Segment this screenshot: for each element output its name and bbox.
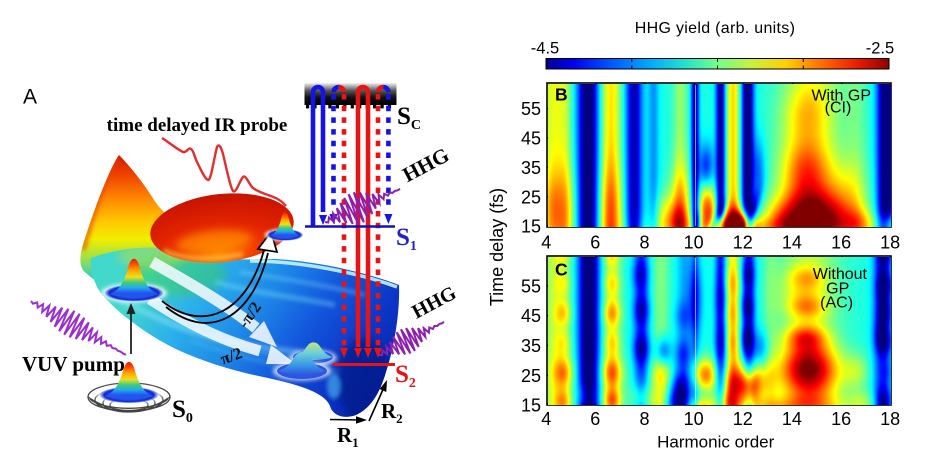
svg-text:S1: S1 [396,224,417,254]
svg-text:Without: Without [813,266,868,283]
svg-text:Time delay (fs): Time delay (fs) [487,188,507,306]
svg-text:8: 8 [639,409,649,429]
svg-text:HHG yield (arb. units): HHG yield (arb. units) [635,20,795,37]
svg-text:45: 45 [521,129,541,149]
svg-text:10: 10 [684,409,704,429]
svg-text:(CI): (CI) [825,100,852,117]
svg-text:8: 8 [639,233,649,253]
svg-text:(AC): (AC) [820,295,853,312]
svg-text:HHG: HHG [408,282,460,324]
svg-text:25: 25 [521,366,541,386]
svg-text:C: C [555,260,568,280]
svg-text:GP: GP [826,281,849,298]
svg-text:-4.5: -4.5 [531,40,559,58]
svg-text:A: A [23,86,37,109]
svg-text:15: 15 [521,396,541,416]
svg-text:25: 25 [521,187,541,207]
svg-text:16: 16 [831,409,851,429]
svg-text:4: 4 [541,233,551,253]
svg-text:55: 55 [521,276,541,296]
svg-text:14: 14 [782,233,802,253]
svg-text:B: B [555,85,568,105]
svg-text:10: 10 [684,233,704,253]
svg-text:Harmonic order: Harmonic order [657,433,774,452]
svg-text:S0: S0 [172,396,193,426]
svg-text:S2: S2 [395,361,416,391]
svg-text:SC: SC [397,103,421,133]
svg-text:18: 18 [880,233,900,253]
svg-text:14: 14 [782,409,802,429]
svg-text:35: 35 [521,336,541,356]
svg-text:18: 18 [880,409,900,429]
svg-text:45: 45 [521,306,541,326]
svg-text:R1: R1 [337,423,359,450]
svg-text:55: 55 [521,99,541,119]
svg-text:12: 12 [733,409,753,429]
svg-text:time delayed IR probe: time delayed IR probe [107,115,288,136]
svg-text:16: 16 [831,233,851,253]
svg-text:-2.5: -2.5 [866,40,894,58]
svg-text:HHG: HHG [398,143,453,187]
svg-text:35: 35 [521,158,541,178]
svg-text:With GP: With GP [811,88,871,105]
svg-text:12: 12 [733,233,753,253]
svg-text:6: 6 [590,233,600,253]
svg-text:R2: R2 [381,399,403,426]
svg-text:15: 15 [521,217,541,237]
svg-text:4: 4 [541,409,551,429]
svg-text:VUV pump: VUV pump [22,352,125,376]
svg-text:6: 6 [590,409,600,429]
